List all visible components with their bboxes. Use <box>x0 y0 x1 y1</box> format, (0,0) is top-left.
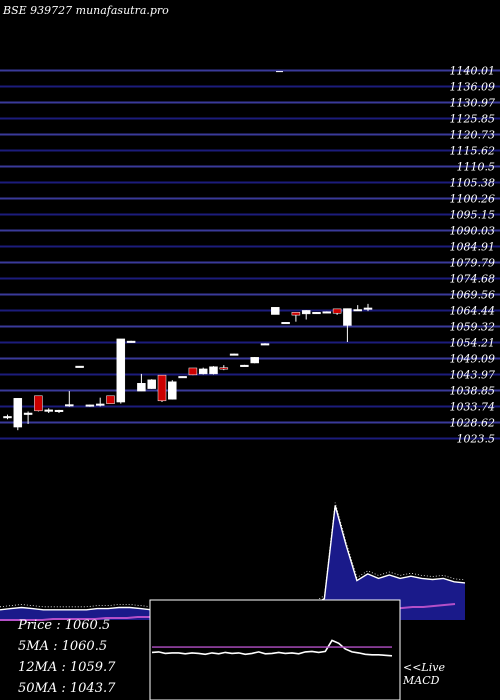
price-tick-label: 1105.38 <box>450 177 496 190</box>
price-tick-label: 1043.97 <box>450 369 496 382</box>
candle-body <box>281 322 290 325</box>
price-gridlines <box>0 69 500 440</box>
price-tick-label: 1125.85 <box>450 113 496 126</box>
macd-line <box>151 639 393 657</box>
price-tick-label: 1033.74 <box>450 401 496 414</box>
ma5-readout: 5MA : 1060.5 <box>18 639 108 654</box>
price-tick-label: 1038.85 <box>450 385 496 398</box>
macd-panel <box>149 599 401 700</box>
candle-body <box>198 368 208 375</box>
price-tick-label: 1136.09 <box>450 81 496 94</box>
candle-body <box>178 376 187 379</box>
candle-body <box>116 338 126 403</box>
candle-body <box>137 383 146 392</box>
price-tick-label: 1140.01 <box>450 65 496 78</box>
candle-body <box>219 367 229 370</box>
candle-body <box>3 416 12 419</box>
price-tick-label: 1054.21 <box>450 337 496 350</box>
price-tick-label: 1049.09 <box>450 353 496 366</box>
ma12-readout: 12MA : 1059.7 <box>18 660 116 675</box>
candle-body <box>353 309 362 312</box>
price-tick-label: 1023.5 <box>457 433 496 446</box>
live-label: <<Live <box>403 661 445 674</box>
candle-body <box>85 404 95 407</box>
candle-body <box>301 310 311 315</box>
price-tick-label: 1130.97 <box>450 97 496 110</box>
candle-body <box>322 311 332 314</box>
candle-body <box>332 308 342 314</box>
volume-area <box>0 505 465 620</box>
price-tick-label: 1084.91 <box>450 241 496 254</box>
candle-body <box>65 404 74 407</box>
candle-body <box>75 365 84 368</box>
chart-title: BSE 939727 munafasutra.pro <box>3 4 169 17</box>
candle-body <box>168 381 177 400</box>
price-tick-label: 1074.68 <box>450 273 496 286</box>
candle-body <box>271 307 280 315</box>
candle-body <box>44 409 53 412</box>
price-readout: Price : 1060.5 <box>18 618 111 633</box>
price-tick-label: 1079.79 <box>450 257 496 270</box>
candle-body <box>157 374 167 402</box>
price-tick-label: 1095.15 <box>450 209 496 222</box>
candle-body <box>23 412 33 415</box>
candle-body <box>54 409 64 412</box>
candle-body <box>126 340 136 343</box>
price-tick-label: 1090.03 <box>450 225 496 238</box>
candle-body <box>34 395 43 412</box>
price-tick-label: 1110.5 <box>457 161 496 174</box>
price-tick-label: 1115.62 <box>450 145 496 158</box>
candle-body <box>343 308 352 326</box>
price-tick-label: 1064.44 <box>450 305 496 318</box>
candle-body <box>291 312 301 316</box>
candle-body <box>95 403 105 406</box>
candle-body <box>106 395 115 404</box>
macd-lines <box>151 639 393 657</box>
price-tick-label: 1069.56 <box>450 289 496 302</box>
candle-body <box>209 366 218 375</box>
macd-label: MACD <box>403 674 440 687</box>
candle-body <box>240 364 249 367</box>
candle-body <box>13 398 23 428</box>
price-tick-label: 1120.73 <box>450 129 496 142</box>
price-tick-label: 1059.32 <box>450 321 496 334</box>
candle-body <box>260 343 270 346</box>
ma50-readout: 50MA : 1043.7 <box>18 681 116 696</box>
candle-body <box>363 307 373 310</box>
candlesticks <box>3 303 373 431</box>
price-tick-label: 1028.62 <box>450 417 496 430</box>
price-axis-labels: 1140.01 1136.09 1130.97 1125.85 1120.73 1115.… <box>450 65 496 446</box>
candle-body <box>147 379 156 389</box>
candle-body <box>312 312 321 315</box>
candle-body <box>250 357 259 364</box>
price-tick-label: 1100.26 <box>450 193 496 206</box>
candle-body <box>188 367 198 376</box>
candle-body <box>229 353 239 356</box>
